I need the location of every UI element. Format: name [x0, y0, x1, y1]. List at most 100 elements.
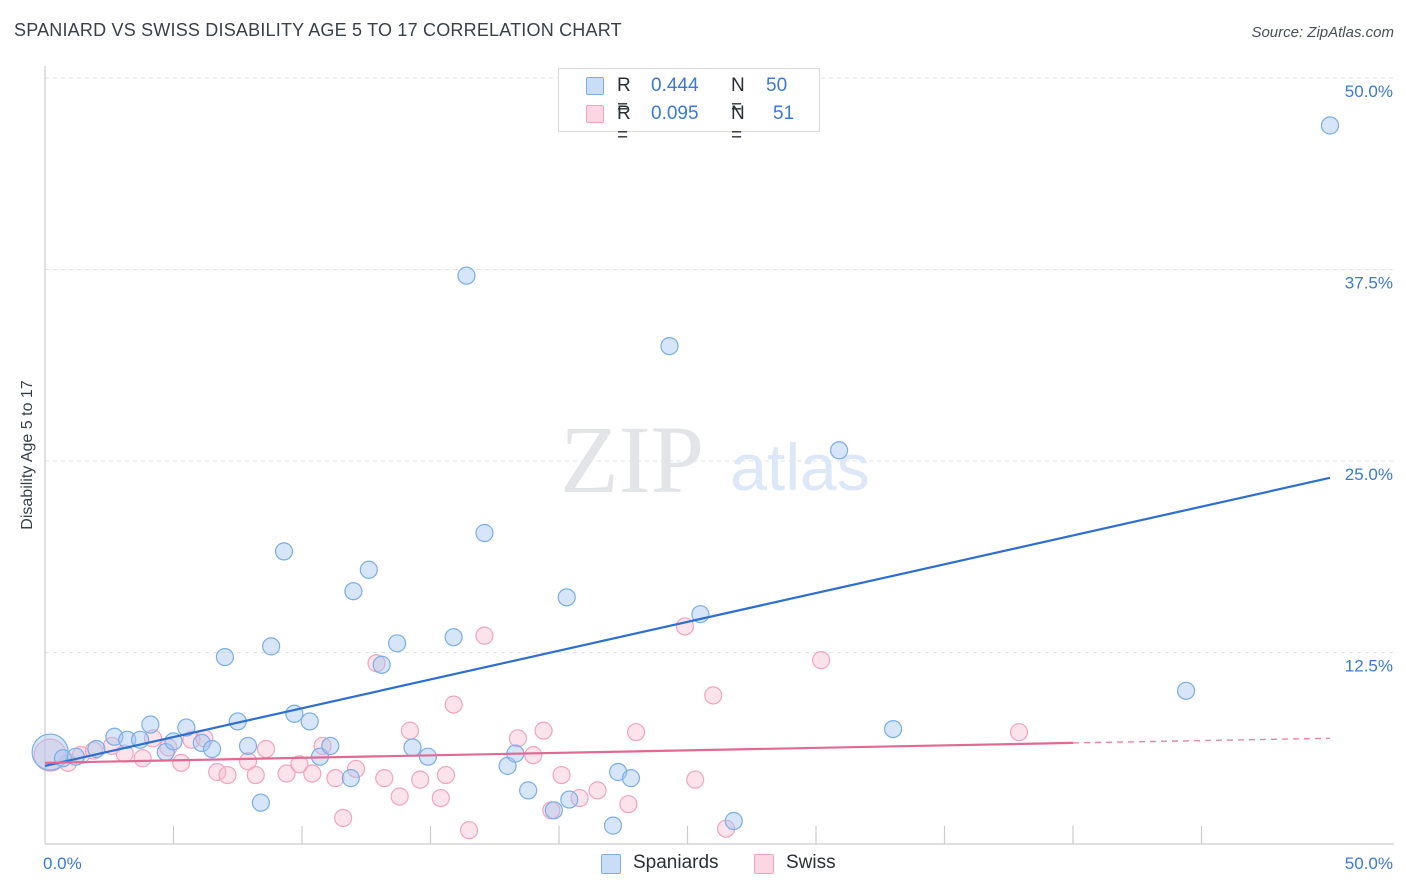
swiss-point	[411, 770, 430, 789]
swiss-legend-swatch	[754, 854, 774, 874]
spaniard-point	[660, 337, 679, 356]
spaniard-point	[519, 781, 538, 800]
n-value: 50	[766, 75, 788, 96]
swiss-point	[444, 695, 463, 714]
spaniard-point	[215, 647, 234, 667]
spaniard-point	[1176, 681, 1196, 700]
swiss-point	[303, 764, 322, 783]
y-tick-label: 50.0%	[1345, 82, 1393, 101]
spaniard-point	[557, 588, 576, 607]
swiss-point	[400, 721, 420, 740]
swiss-point	[375, 769, 394, 788]
spaniard-point	[1320, 116, 1340, 135]
swiss-trend-line	[44, 741, 1074, 764]
n-value: 51	[773, 103, 795, 124]
n-label: N =	[731, 103, 745, 146]
swiss-point	[459, 821, 479, 840]
swiss-point	[508, 729, 527, 748]
chart-title: SPANIARD VS SWISS DISABILITY AGE 5 TO 17…	[14, 20, 622, 40]
swiss-point	[238, 752, 258, 771]
swiss-point	[812, 651, 831, 670]
spaniard-point	[321, 736, 340, 756]
spaniard-point	[603, 816, 623, 835]
watermark-zip: ZIP	[560, 406, 704, 513]
spaniard-point	[141, 715, 160, 734]
swiss-trend-line-extension	[1072, 737, 1331, 744]
legend-label: Spaniards	[633, 852, 719, 873]
swiss-point	[313, 736, 332, 756]
spaniard-point	[544, 801, 563, 820]
spaniard-point	[621, 769, 641, 788]
spaniard-point	[344, 582, 363, 601]
swiss-point	[390, 787, 409, 806]
y-tick-label: 12.5%	[1345, 657, 1393, 676]
swiss-point	[475, 626, 494, 645]
trend-lines	[44, 476, 1331, 767]
swiss-point	[172, 753, 191, 772]
watermark: ZIP atlas	[560, 406, 870, 513]
swiss-point	[626, 723, 646, 742]
spaniard-point	[300, 712, 319, 731]
spaniard-point	[444, 628, 463, 647]
swiss-point	[1009, 723, 1029, 742]
spaniard-trend-line	[44, 476, 1331, 767]
source-label: Source: ZipAtlas.com	[1251, 24, 1394, 41]
spaniard-point	[457, 266, 476, 285]
spaniards-swatch	[586, 77, 604, 95]
tick-labels: 50.0% 37.5% 25.0% 12.5% 0.0% 50.0%	[43, 82, 1393, 873]
r-value: 0.095	[651, 103, 699, 124]
spaniard-point	[177, 718, 196, 737]
x-tick-label: 50.0%	[1345, 854, 1393, 873]
spaniard-point	[341, 769, 360, 788]
spaniard-points	[31, 116, 1340, 835]
swiss-swatch	[586, 105, 604, 123]
swiss-point	[431, 788, 450, 808]
swiss-point	[133, 749, 152, 768]
y-tick-label: 37.5%	[1345, 274, 1393, 293]
legend-item-swiss[interactable]: Swiss	[754, 852, 854, 876]
swiss-point	[246, 765, 265, 785]
swiss-point	[619, 795, 638, 814]
legend-item-spaniards[interactable]: Spaniards	[601, 852, 741, 876]
swiss-point	[334, 808, 353, 828]
swiss-point	[346, 759, 366, 779]
spaniards-legend-swatch	[601, 854, 621, 874]
x-tick-label: 0.0%	[43, 854, 82, 873]
stats-box: R = 0.444 N = 50 R = 0.095 N = 51	[558, 68, 820, 146]
y-tick-label: 25.0%	[1345, 465, 1393, 484]
spaniard-point	[830, 441, 849, 460]
swiss-point	[256, 739, 276, 759]
swiss-point	[277, 764, 296, 783]
r-label: R =	[617, 75, 631, 118]
spaniard-point	[403, 738, 422, 757]
spaniard-point	[251, 793, 270, 812]
swiss-point	[524, 746, 543, 765]
swiss-point	[290, 755, 309, 774]
spaniard-point	[387, 634, 407, 653]
n-label: N =	[731, 75, 745, 118]
swiss-point	[208, 762, 227, 782]
r-label: R =	[617, 103, 631, 146]
grid-lines	[45, 77, 1394, 653]
spaniard-point	[238, 736, 258, 756]
legend-label: Swiss	[786, 852, 836, 873]
spaniard-point	[560, 790, 579, 809]
spaniard-point	[202, 739, 222, 759]
swiss-point	[552, 765, 571, 785]
spaniard-point	[372, 655, 391, 674]
r-value: 0.444	[651, 75, 699, 96]
swiss-point	[436, 765, 456, 785]
swiss-point	[534, 721, 553, 740]
spaniard-point	[192, 733, 211, 752]
swiss-point	[716, 819, 736, 838]
spaniard-point	[724, 811, 743, 831]
spaniard-point	[418, 747, 438, 766]
swiss-point	[588, 781, 607, 800]
spaniard-point	[274, 542, 294, 561]
y-axis-title: Disability Age 5 to 17	[19, 380, 36, 530]
spaniard-point	[883, 719, 903, 739]
spaniard-point	[475, 523, 494, 543]
swiss-point	[686, 770, 705, 789]
axes	[44, 66, 1394, 845]
